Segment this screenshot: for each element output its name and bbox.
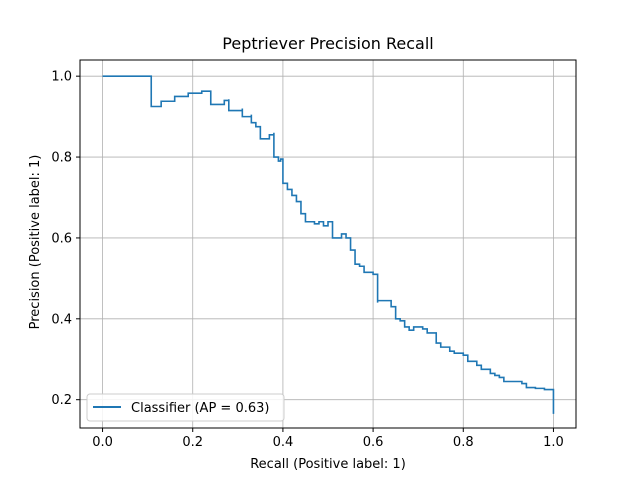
- plot-series: [102, 75, 555, 414]
- axis-ticks: 0.0 0.2 0.4 0.6 0.8 1.0 0.2 0.4 0.6 0.8 1.0: [51, 70, 563, 450]
- y-axis-label: Precision (Positive label: 1): [28, 155, 43, 330]
- x-tick-label: 1.0: [543, 435, 564, 450]
- legend: Classifier (AP = 0.63): [86, 393, 285, 422]
- y-tick-label: 0.6: [51, 231, 72, 246]
- series-line-classifier: [102, 75, 555, 414]
- y-tick-label: 0.4: [51, 312, 72, 327]
- legend-entry-classifier: Classifier (AP = 0.63): [131, 401, 269, 416]
- x-tick-label: 0.2: [182, 435, 203, 450]
- x-axis-label: Recall (Positive label: 1): [250, 457, 406, 472]
- y-tick-label: 1.0: [51, 70, 72, 85]
- x-tick-label: 0.6: [363, 435, 384, 450]
- legend-box: [86, 393, 285, 422]
- x-tick-label: 0.0: [92, 435, 113, 450]
- grid-lines: [80, 60, 576, 428]
- y-tick-label: 0.8: [51, 151, 72, 166]
- x-tick-label: 0.4: [273, 435, 294, 450]
- plot-frame: [79, 59, 577, 429]
- x-tick-label: 0.8: [453, 435, 474, 450]
- chart-title: Peptriever Precision Recall: [222, 34, 433, 53]
- y-tick-label: 0.2: [51, 393, 72, 408]
